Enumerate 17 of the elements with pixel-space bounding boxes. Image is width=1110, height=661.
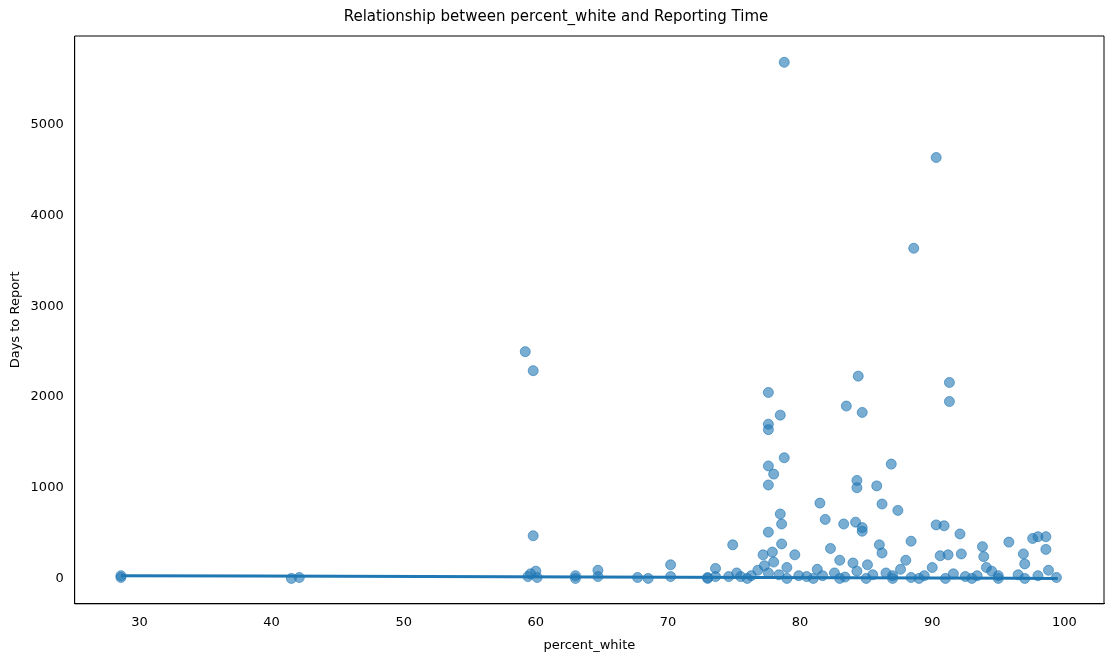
- x-tick-label: 80: [791, 613, 809, 629]
- y-tick-label: 5000: [30, 116, 64, 132]
- x-tick-label: 100: [1051, 613, 1077, 629]
- x-tick-label: 60: [527, 613, 545, 629]
- x-tick-label: 90: [923, 613, 941, 629]
- y-tick-label: 1000: [30, 479, 64, 495]
- x-tick-label: 40: [263, 613, 280, 629]
- y-tick-label: 2000: [30, 388, 64, 404]
- y-axis-title: Days to Report: [7, 271, 23, 369]
- y-tick-label: 0: [55, 569, 64, 585]
- x-tick-label: 50: [395, 613, 412, 629]
- x-tick-label: 30: [131, 613, 148, 629]
- y-tick-label: 4000: [30, 206, 64, 222]
- chart-title: Relationship between percent_white and Reporting Time: [343, 6, 769, 26]
- x-tick-label: 70: [659, 613, 677, 629]
- x-axis-title: percent_white: [543, 636, 636, 652]
- y-tick-label: 3000: [30, 297, 64, 313]
